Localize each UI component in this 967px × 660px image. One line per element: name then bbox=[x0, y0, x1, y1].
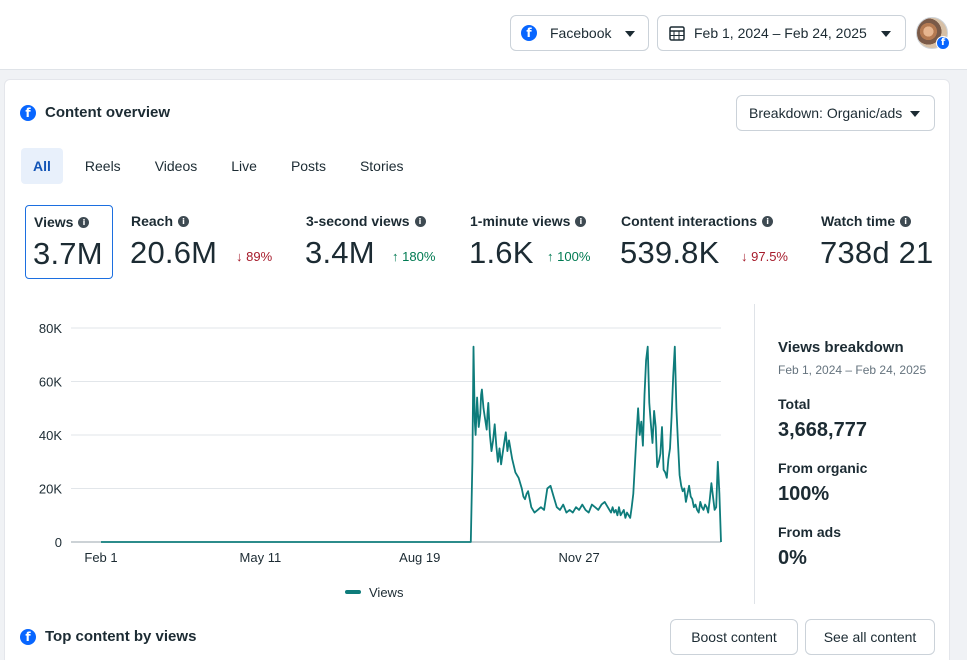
arrow-up-icon: ↑ bbox=[392, 249, 399, 264]
x-tick-label: Feb 1 bbox=[84, 550, 117, 565]
metric-label: Content interactions bbox=[621, 213, 758, 229]
metric-change: ↑ 180% bbox=[392, 249, 436, 264]
metric-value: 1.6K bbox=[469, 235, 534, 270]
chevron-down-icon bbox=[881, 31, 891, 37]
y-tick-label: 40K bbox=[39, 428, 62, 443]
metric-value: 738d 21 bbox=[820, 235, 934, 270]
metric-value: 3.4M bbox=[305, 235, 375, 270]
platform-label: Facebook bbox=[550, 25, 612, 41]
metric-label: 1-minute views bbox=[470, 213, 571, 229]
platform-dropdown[interactable]: f Facebook bbox=[510, 15, 649, 51]
metric-label: Watch time bbox=[821, 213, 896, 229]
metric-value: 539.8K bbox=[620, 235, 720, 270]
facebook-icon: f bbox=[20, 104, 36, 121]
arrow-up-icon: ↑ bbox=[547, 249, 554, 264]
info-icon[interactable]: i bbox=[178, 215, 190, 227]
legend-label: Views bbox=[369, 585, 404, 600]
metric-change: ↓ 97.5% bbox=[741, 249, 788, 264]
tab-stories[interactable]: Stories bbox=[359, 158, 404, 174]
info-icon[interactable]: i bbox=[575, 215, 587, 227]
date-range-label: Feb 1, 2024 – Feb 24, 2025 bbox=[694, 25, 867, 41]
section-header: f Content overview bbox=[20, 104, 170, 121]
avatar[interactable]: f bbox=[916, 17, 950, 50]
tab-posts[interactable]: Posts bbox=[290, 158, 326, 174]
metric-label: 3-second views bbox=[306, 213, 410, 229]
x-tick-label: Nov 27 bbox=[559, 550, 600, 565]
metric-change: ↑ 100% bbox=[547, 249, 591, 264]
info-icon[interactable]: i bbox=[414, 215, 426, 227]
y-tick-label: 60K bbox=[39, 375, 62, 390]
organic-value: 100% bbox=[778, 483, 830, 505]
see-all-content-button[interactable]: See all content bbox=[805, 619, 935, 655]
tab-reels[interactable]: Reels bbox=[84, 158, 121, 174]
y-tick-label: 80K bbox=[39, 321, 62, 336]
calendar-icon bbox=[669, 26, 685, 41]
info-icon[interactable]: i bbox=[900, 215, 912, 227]
x-tick-label: Aug 19 bbox=[399, 550, 440, 565]
ads-value: 0% bbox=[778, 547, 807, 569]
ads-label: From ads bbox=[778, 524, 842, 540]
date-range-dropdown[interactable]: Feb 1, 2024 – Feb 24, 2025 bbox=[657, 15, 906, 51]
y-tick-label: 0 bbox=[55, 535, 62, 550]
metric-3-second-views[interactable]: 3-second views i 3.4M ↑ 180% bbox=[298, 205, 448, 279]
top-bar: f Facebook Feb 1, 2024 – Feb 24, 2025 f bbox=[0, 0, 967, 70]
series-line-views bbox=[101, 345, 722, 543]
content-overview-card: f Content overview Breakdown: Organic/ad… bbox=[4, 79, 950, 660]
chevron-down-icon bbox=[625, 31, 635, 37]
metric-watch-time[interactable]: Watch time i 738d 21 bbox=[813, 205, 935, 279]
views-breakdown-date: Feb 1, 2024 – Feb 24, 2025 bbox=[778, 363, 927, 377]
arrow-down-icon: ↓ bbox=[236, 249, 243, 264]
metric-label: Views bbox=[34, 214, 74, 230]
top-content-header: f Top content by views bbox=[20, 628, 196, 645]
chevron-down-icon bbox=[910, 111, 920, 117]
boost-content-button[interactable]: Boost content bbox=[670, 619, 798, 655]
organic-label: From organic bbox=[778, 460, 868, 476]
page-title: Content overview bbox=[45, 104, 171, 121]
metric-change: ↓ 89% bbox=[236, 249, 273, 264]
metrics-row: Views i 3.7M Reach i 20.6M ↓ 89% 3-second … bbox=[5, 80, 935, 280]
y-tick-label: 20K bbox=[39, 482, 62, 497]
metric-value: 20.6M bbox=[130, 235, 218, 270]
tab-videos[interactable]: Videos bbox=[154, 158, 198, 174]
top-content-title: Top content by views bbox=[45, 628, 197, 645]
x-tick-label: May 11 bbox=[240, 550, 282, 565]
info-icon[interactable]: i bbox=[762, 215, 774, 227]
metric-reach[interactable]: Reach i 20.6M ↓ 89% bbox=[123, 205, 293, 279]
tab-live[interactable]: Live bbox=[231, 158, 257, 174]
total-value: 3,668,777 bbox=[778, 419, 867, 441]
legend-swatch bbox=[345, 590, 361, 594]
info-icon[interactable]: i bbox=[78, 216, 90, 228]
facebook-icon: f bbox=[521, 25, 537, 41]
metric-views[interactable]: Views i 3.7M bbox=[25, 205, 113, 279]
metric-content-interactions[interactable]: Content interactions i 539.8K ↓ 97.5% bbox=[613, 205, 803, 279]
breakdown-label: Breakdown: Organic/ads bbox=[749, 105, 903, 121]
facebook-icon: f bbox=[936, 36, 950, 50]
content-type-tabs: All Reels Videos Live Posts Stories bbox=[21, 148, 426, 184]
arrow-down-icon: ↓ bbox=[741, 249, 748, 264]
divider bbox=[754, 304, 755, 604]
breakdown-dropdown[interactable]: Breakdown: Organic/ads bbox=[736, 95, 935, 131]
total-label: Total bbox=[778, 396, 811, 412]
metric-1-minute-views[interactable]: 1-minute views i 1.6K ↑ 100% bbox=[462, 205, 610, 279]
metric-value: 3.7M bbox=[33, 236, 103, 271]
tab-all[interactable]: All bbox=[21, 148, 63, 184]
views-line-chart: 0 20K 40K 60K 80K Feb 1 May 11 Aug 19 Nov 27 View… bbox=[39, 321, 722, 600]
views-breakdown-title: Views breakdown bbox=[778, 339, 904, 356]
metric-label: Reach bbox=[131, 213, 174, 229]
facebook-icon: f bbox=[20, 628, 36, 645]
